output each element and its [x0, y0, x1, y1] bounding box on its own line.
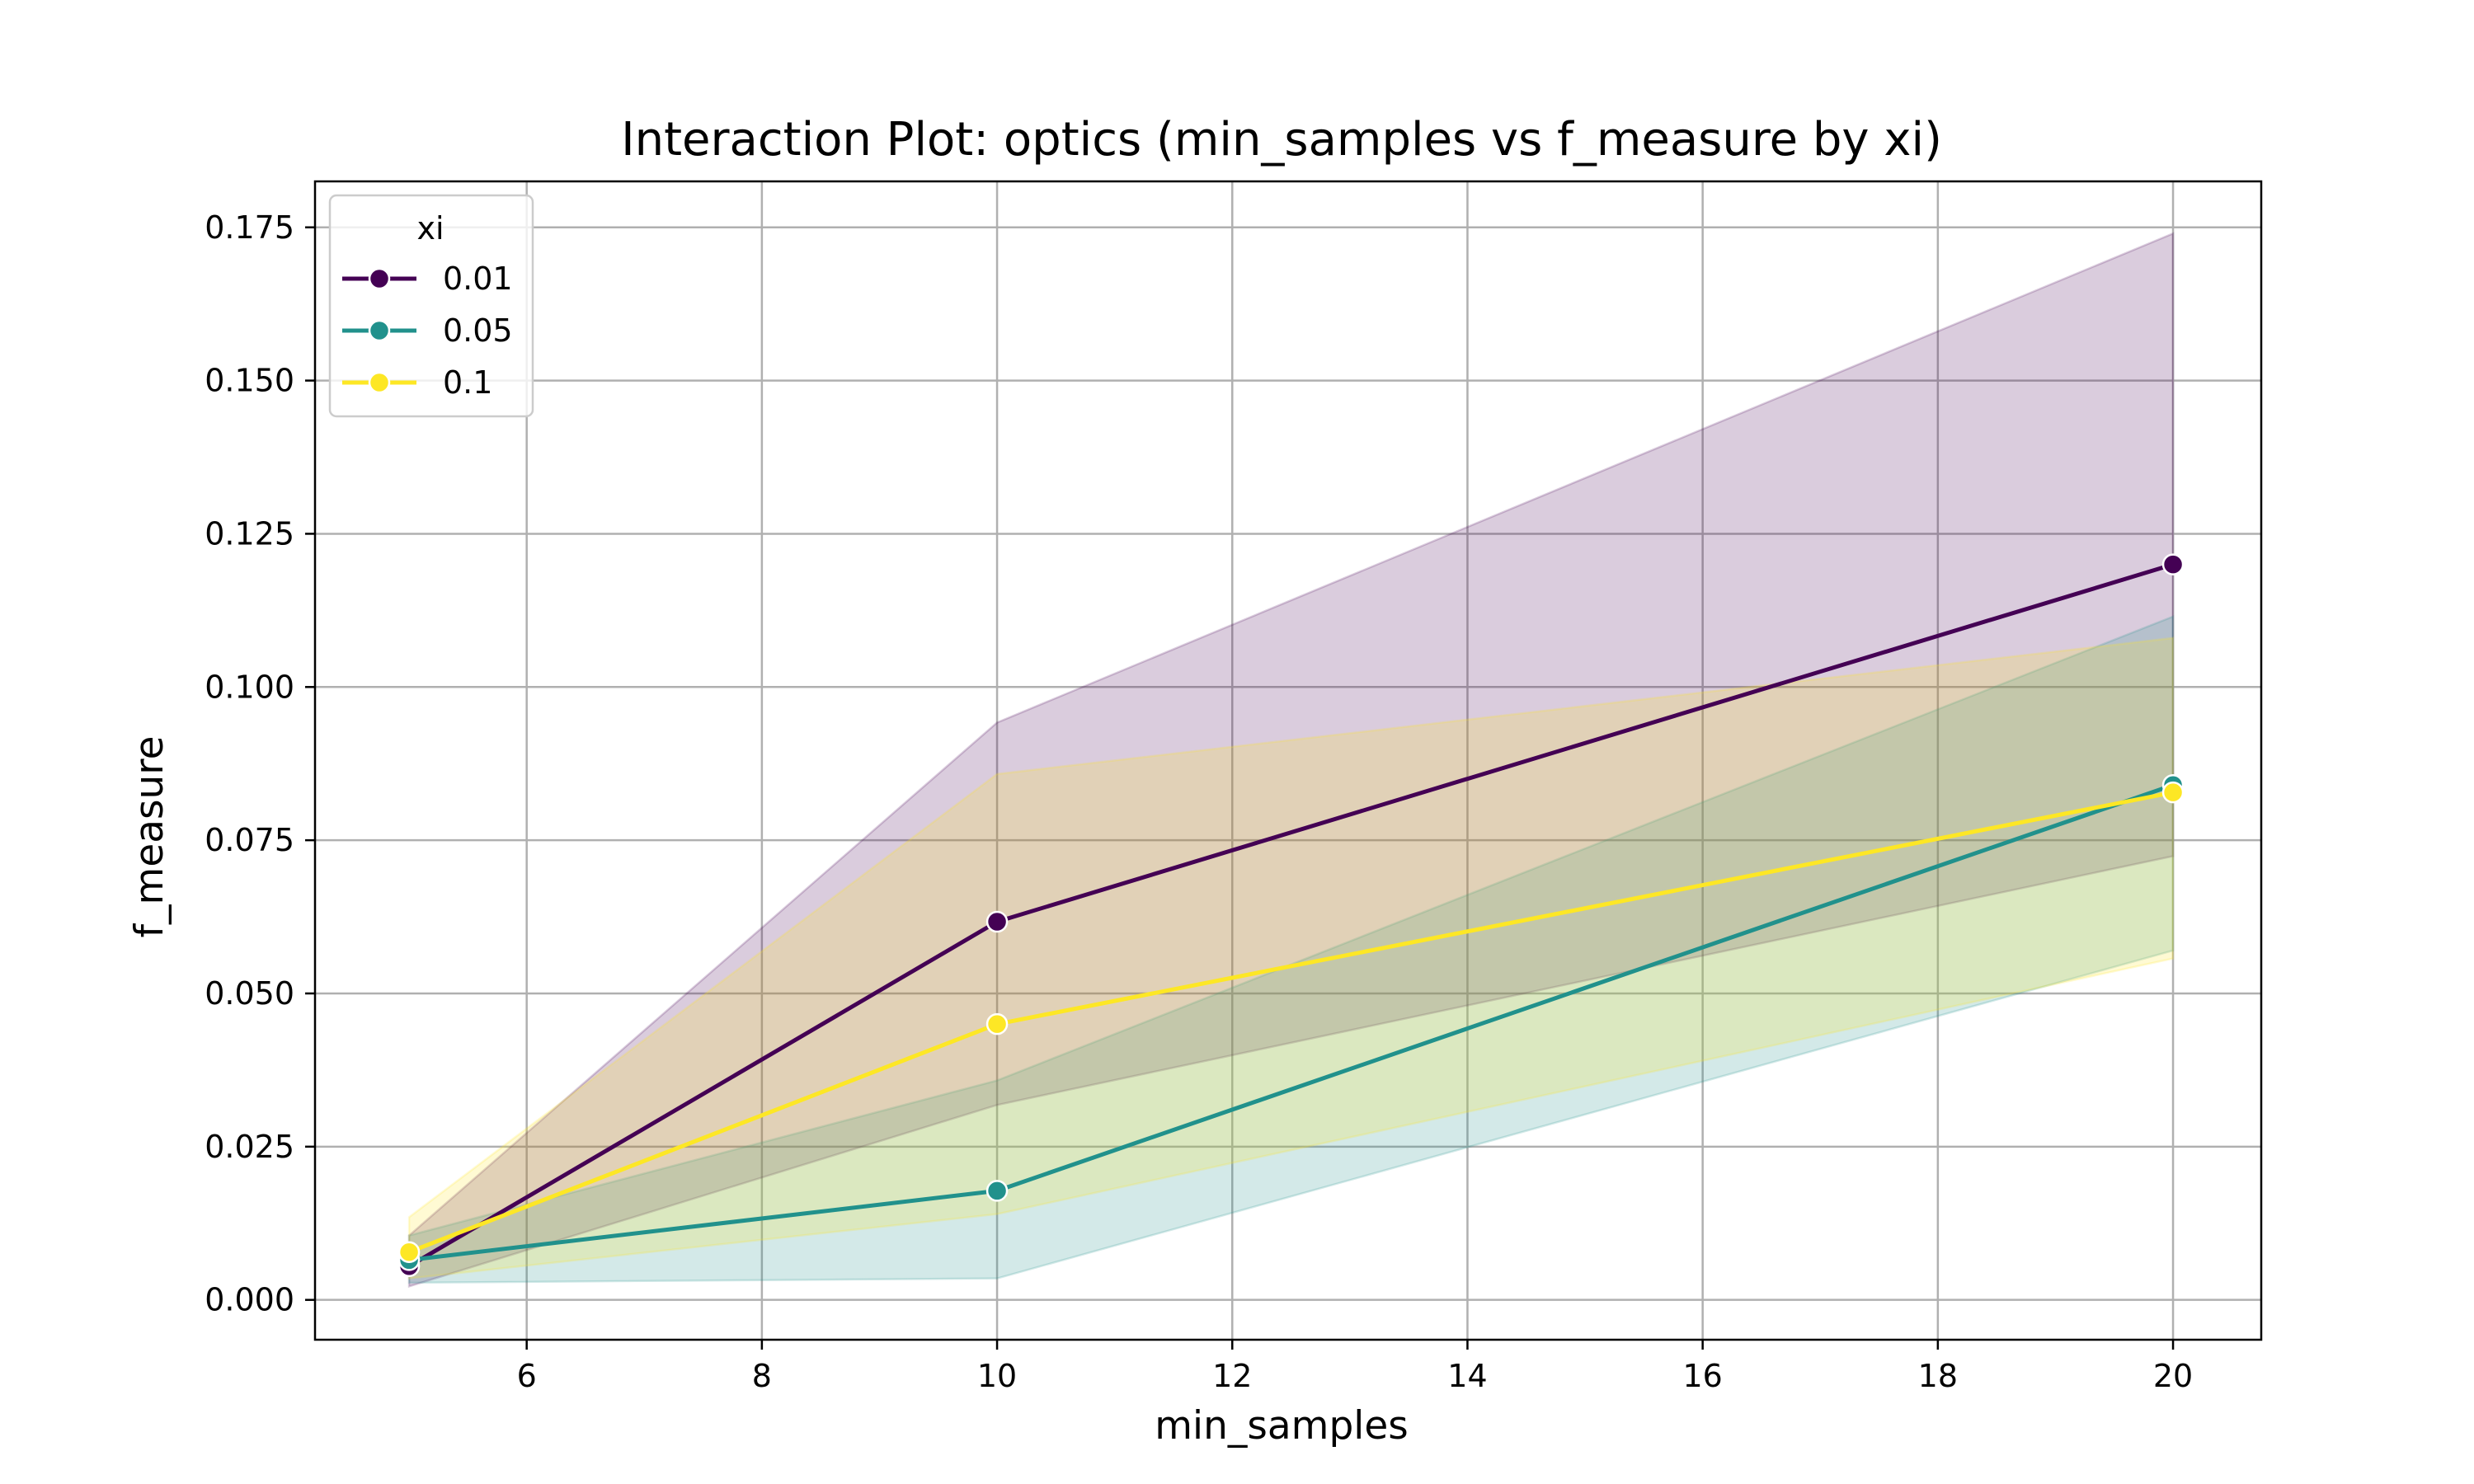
data-point-0.1 [985, 1012, 1009, 1036]
data-point-0.1 [397, 1241, 421, 1263]
x-tick-label: 16 [1682, 1358, 1722, 1394]
legend-box [328, 194, 534, 418]
legend-marker-0.05 [368, 319, 391, 342]
y-tick-label: 0.100 [205, 669, 294, 705]
legend-marker-0.1 [368, 371, 391, 394]
y-tick-label: 0.000 [205, 1282, 294, 1318]
legend: xi 0.01 0.05 0.1 [328, 194, 534, 418]
legend-label: 0.01 [443, 261, 513, 297]
y-tick-label: 0.150 [205, 363, 294, 399]
y-axis-label: f_measure [127, 735, 172, 937]
confidence-band-0.05 [407, 614, 2175, 1284]
y-tick-label: 0.075 [205, 822, 294, 858]
y-tick-label: 0.025 [205, 1129, 294, 1165]
data-point-0.05 [985, 1180, 1009, 1202]
y-tick-label: 0.050 [205, 975, 294, 1012]
y-tick-label: 0.125 [205, 515, 294, 552]
legend-label: 0.1 [443, 364, 492, 401]
chart-title: Interaction Plot: optics (min_samples vs… [621, 113, 1942, 167]
grid-lines [315, 181, 2261, 1340]
y-axis-ticks: 0.000 0.025 0.050 0.075 0.100 0.125 0.150 0.175 [205, 209, 315, 1318]
x-tick-label: 10 [977, 1358, 1017, 1394]
x-axis-ticks: 6 8 10 12 14 16 18 20 [517, 1340, 2193, 1394]
y-tick-label: 0.175 [205, 209, 294, 246]
x-tick-label: 8 [752, 1358, 772, 1394]
legend-marker-0.01 [368, 267, 391, 290]
plot-frame [313, 180, 2263, 1341]
confidence-band-0.01 [407, 232, 2175, 1289]
legend-label: 0.05 [443, 312, 513, 349]
x-tick-label: 6 [517, 1358, 537, 1394]
series-markers [397, 553, 2185, 1278]
x-tick-label: 18 [1918, 1358, 1958, 1394]
data-point-0.01 [985, 910, 1009, 933]
data-point-0.1 [2161, 781, 2185, 804]
legend-entries: 0.01 0.05 0.1 [342, 261, 513, 401]
confidence-bands [407, 232, 2175, 1289]
x-axis-label: min_samples [1155, 1403, 1409, 1449]
x-tick-label: 12 [1212, 1358, 1252, 1394]
confidence-band-0.1 [407, 636, 2175, 1280]
legend-title: xi [416, 210, 444, 247]
data-point-0.01 [2161, 553, 2185, 575]
x-tick-label: 14 [1447, 1358, 1487, 1394]
x-tick-label: 20 [2153, 1358, 2193, 1394]
